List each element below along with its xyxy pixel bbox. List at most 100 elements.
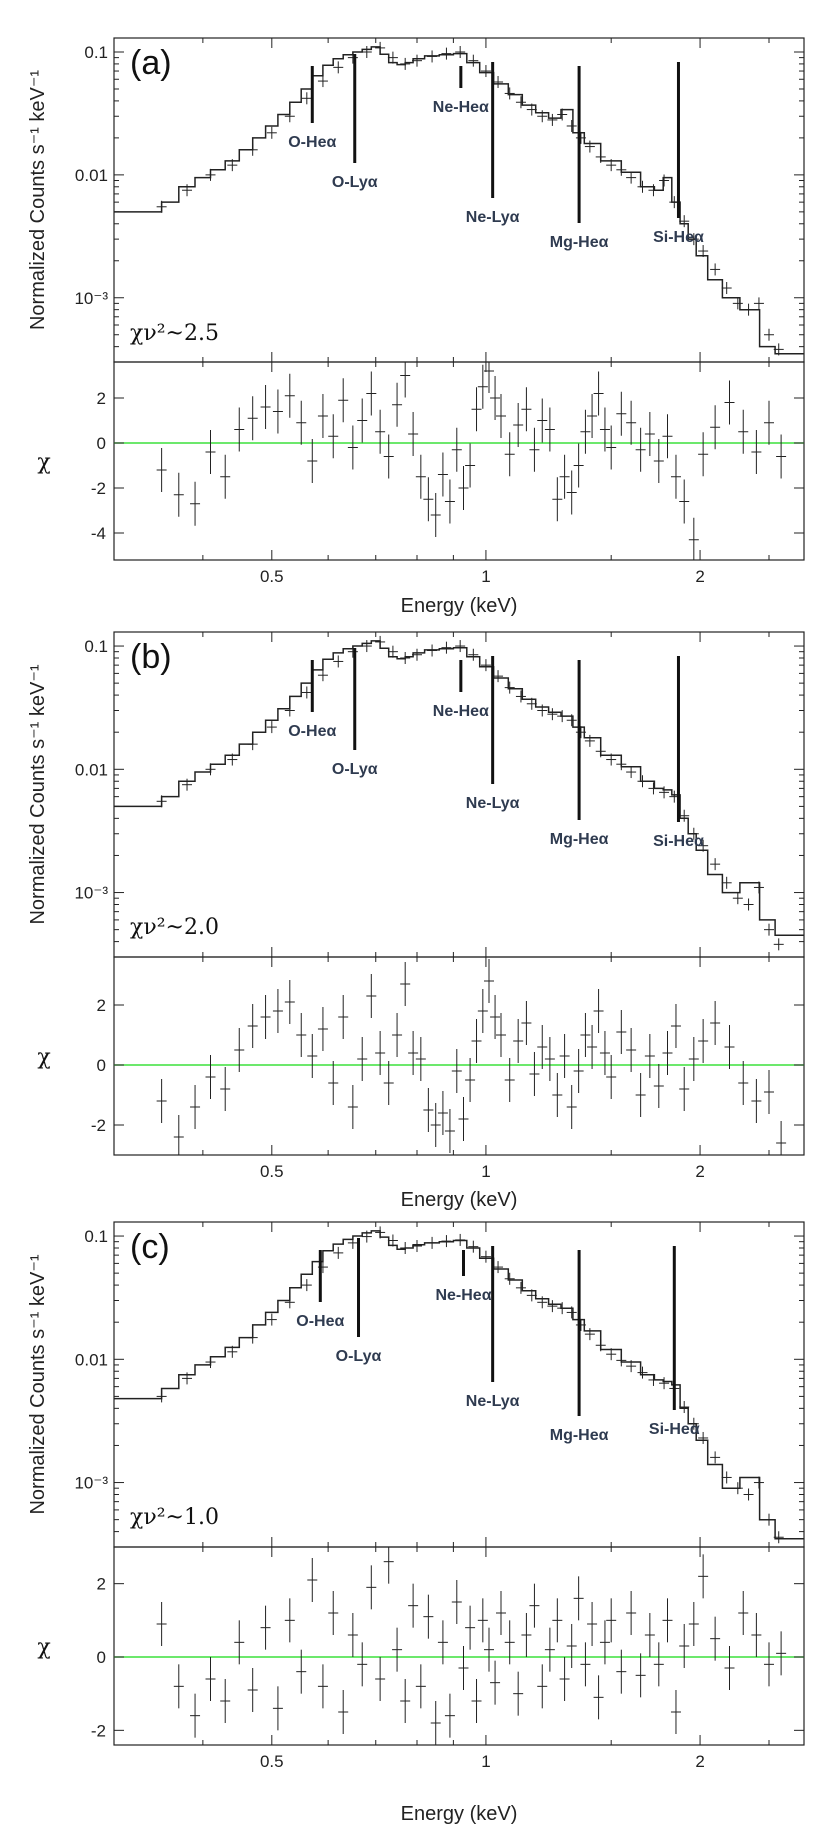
- residual-point: [738, 1591, 749, 1635]
- data-point: [301, 686, 312, 699]
- residual-point: [504, 432, 515, 477]
- reduced-chi-square: χν²~1.0: [130, 1505, 219, 1530]
- residual-point: [190, 481, 201, 526]
- residual-point: [587, 1025, 598, 1069]
- chi-tick-label: -2: [91, 479, 106, 498]
- chi-tick-label: 2: [97, 1575, 106, 1594]
- residual-point: [490, 1660, 501, 1705]
- data-point: [156, 200, 167, 213]
- emission-line-label: O-Heα: [296, 1313, 344, 1330]
- residual-point: [593, 989, 604, 1033]
- residual-point: [247, 1668, 258, 1712]
- panel-3: 0.1 0.01 10⁻³ 0.5 1 2 Energy (keV) Normalized C…: [27, 1221, 805, 1825]
- top-frame: [113, 1221, 805, 1548]
- residual-point: [679, 479, 690, 524]
- data-point: [606, 159, 617, 172]
- residual-point: [451, 1049, 462, 1093]
- residual-point: [496, 394, 507, 438]
- residual-point: [156, 1079, 167, 1123]
- residual-point: [606, 1598, 617, 1643]
- residual-point: [173, 1115, 184, 1155]
- data-point: [732, 297, 743, 310]
- residual-point: [408, 1031, 419, 1075]
- panel-label: (a): [130, 44, 172, 82]
- residual-point: [366, 974, 377, 1018]
- residual-frame: [113, 361, 805, 561]
- x-axis-title: Energy (keV): [401, 1803, 518, 1825]
- data-point: [266, 721, 277, 734]
- data-point: [333, 655, 344, 668]
- data-point: [763, 923, 774, 936]
- residual-point: [698, 1019, 709, 1063]
- data-point: [659, 1377, 670, 1390]
- data-point: [721, 876, 732, 889]
- emission-line-label: O-Heα: [288, 134, 336, 151]
- data-point: [387, 1234, 398, 1247]
- chi-tick-label: -2: [91, 1116, 106, 1135]
- residual-point: [338, 995, 349, 1039]
- residual-point: [566, 1624, 577, 1668]
- residual-point: [724, 1646, 735, 1690]
- model-curve: [114, 640, 804, 937]
- panel-label: (b): [130, 638, 172, 676]
- data-point: [648, 184, 659, 197]
- residual-point: [451, 1580, 462, 1624]
- y-tick-label: 0.1: [84, 43, 108, 62]
- residual-point: [392, 1013, 403, 1057]
- residual-point: [587, 394, 598, 438]
- data-point: [743, 1488, 754, 1501]
- data-point: [575, 131, 586, 144]
- residual-point: [529, 1583, 540, 1628]
- data-point: [301, 92, 312, 105]
- x-tick-label: 1: [481, 567, 490, 586]
- data-point: [266, 126, 277, 139]
- residual-point: [763, 1070, 774, 1114]
- residual-point: [616, 1010, 627, 1054]
- data-point: [773, 343, 784, 356]
- data-point: [375, 1226, 386, 1239]
- residual-point: [496, 1013, 507, 1057]
- residual-point: [328, 1061, 339, 1105]
- residual-point: [544, 1627, 555, 1672]
- data-point: [455, 46, 466, 59]
- residual-point: [284, 1598, 295, 1643]
- data-point: [361, 46, 372, 59]
- data-point: [606, 753, 617, 766]
- residual-point: [415, 1664, 426, 1709]
- residual-point: [599, 1620, 610, 1665]
- model-curve: [114, 46, 804, 355]
- emission-line-label: Si-Heα: [653, 833, 704, 850]
- residual-point: [626, 400, 637, 445]
- residual-point: [544, 407, 555, 452]
- residual-point: [272, 989, 283, 1033]
- data-point: [400, 1241, 411, 1254]
- residual-point: [307, 1034, 318, 1078]
- data-point: [205, 763, 216, 776]
- y-tick-label: 10⁻³: [74, 289, 108, 308]
- residual-point: [559, 1034, 570, 1078]
- residual-point: [375, 1657, 386, 1701]
- emission-line-label: Ne-Lyα: [466, 1393, 520, 1410]
- residual-point: [751, 1613, 762, 1657]
- emission-line-label: Ne-Heα: [433, 703, 489, 720]
- residual-point: [679, 1067, 690, 1111]
- data-point: [441, 1235, 452, 1248]
- residual-point: [347, 1613, 358, 1657]
- data-point: [637, 180, 648, 193]
- residual-point: [284, 980, 295, 1024]
- residual-point: [679, 1624, 690, 1668]
- data-point: [566, 714, 577, 727]
- residual-point: [272, 1686, 283, 1731]
- residual-point: [260, 1605, 271, 1650]
- data-point: [468, 648, 479, 661]
- emission-line-label: Ne-Lyα: [466, 209, 520, 226]
- residual-point: [247, 1004, 258, 1048]
- residual-point: [751, 430, 762, 474]
- y-tick-label: 0.01: [75, 1350, 108, 1369]
- data-point: [182, 1372, 193, 1385]
- residual-point: [284, 373, 295, 418]
- data-point: [688, 1417, 699, 1430]
- residual-point: [763, 1642, 774, 1687]
- residual-point: [599, 1031, 610, 1075]
- residual-point: [272, 389, 283, 434]
